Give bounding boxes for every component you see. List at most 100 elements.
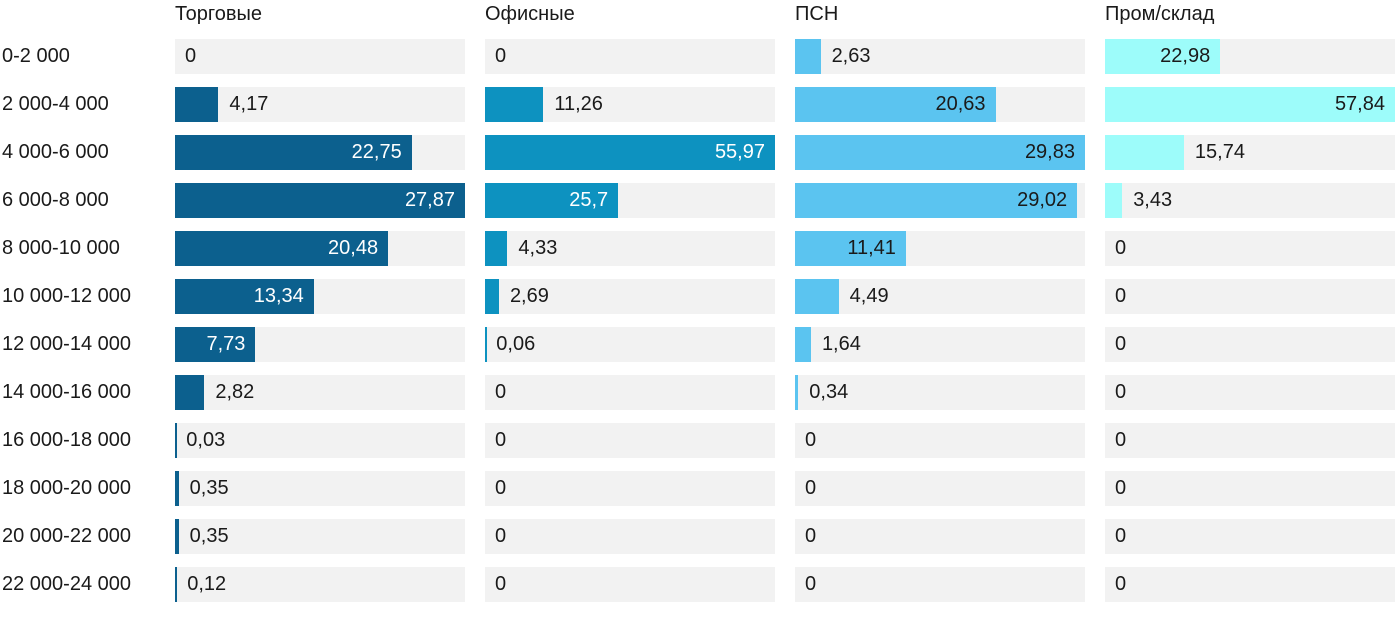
bar-track: 0: [795, 471, 1085, 506]
bar-track: 4,49: [795, 279, 1085, 314]
bar: [795, 327, 811, 362]
row-label: 8 000-10 000: [2, 237, 120, 259]
bar: [485, 183, 619, 218]
bar-value-label: 0: [1115, 573, 1127, 595]
bar-value-label: 0: [495, 525, 507, 547]
bar-value-label: 55,97: [714, 141, 765, 163]
bar: [485, 231, 508, 266]
bar-value-label: 29,02: [1017, 189, 1068, 211]
bar-track: 25,7: [485, 183, 775, 218]
row-label: 20 000-22 000: [2, 525, 132, 547]
bar-track: 1,64: [795, 327, 1085, 362]
bar-value-label: 0: [1115, 525, 1127, 547]
bar-value-label: 4,17: [229, 93, 269, 115]
bar-value-label: 0: [1115, 477, 1127, 499]
bar-track: 27,87: [175, 183, 465, 218]
bar-track: 0,06: [485, 327, 775, 362]
bar-value-label: 27,87: [404, 189, 455, 211]
bar-value-label: 0: [805, 477, 817, 499]
bar-value-label: 2,69: [509, 285, 549, 307]
bar-value-label: 20,63: [935, 93, 986, 115]
row-label: 0-2 000: [2, 45, 70, 67]
bar-value-label: 4,33: [518, 237, 558, 259]
bar-track: 0,34: [795, 375, 1085, 410]
bar-track: 0,35: [175, 471, 465, 506]
bar: [795, 183, 1078, 218]
bar-track: 0: [795, 567, 1085, 602]
bar-track: 0: [1105, 279, 1395, 314]
bar-value-label: 0: [495, 45, 507, 67]
bar-value-label: 20,48: [328, 237, 379, 259]
bar-track: 2,82: [175, 375, 465, 410]
row-label: 4 000-6 000: [2, 141, 109, 163]
bar-track: 0: [1105, 375, 1395, 410]
bar-value-label: 2,63: [831, 45, 871, 67]
bar-track: 0,03: [175, 423, 465, 458]
bar-track: 0: [485, 471, 775, 506]
bar-track: 11,26: [485, 87, 775, 122]
bar: [795, 279, 839, 314]
row-label: 16 000-18 000: [2, 429, 132, 451]
bar-track: 13,34: [175, 279, 465, 314]
bar: [175, 375, 205, 410]
bar-track: 4,17: [175, 87, 465, 122]
bar-value-label: 13,34: [253, 285, 304, 307]
bar-value-label: 0: [1115, 381, 1127, 403]
bar-track: 0: [795, 519, 1085, 554]
bar: [485, 279, 499, 314]
bar-track: 0: [485, 375, 775, 410]
bar-track: 2,63: [795, 39, 1085, 74]
bar: [485, 135, 775, 170]
bar-track: 22,75: [175, 135, 465, 170]
bar-track: 20,48: [175, 231, 465, 266]
row-label: 10 000-12 000: [2, 285, 132, 307]
bar: [1105, 87, 1395, 122]
bar: [175, 279, 314, 314]
bar: [795, 39, 821, 74]
bar-value-label: 0: [495, 429, 507, 451]
series-header-1: Торговые: [175, 3, 263, 25]
bar: [485, 327, 487, 362]
bar-value-label: 0: [805, 573, 817, 595]
bar: [175, 519, 179, 554]
bar-value-label: 0: [495, 477, 507, 499]
bar-value-label: 11,41: [847, 237, 896, 259]
bar-track: 0: [1105, 231, 1395, 266]
bar: [175, 423, 177, 458]
bar-value-label: 25,7: [569, 189, 609, 211]
bar-track: 0: [795, 423, 1085, 458]
bar-track: 0: [1105, 471, 1395, 506]
bar-value-label: 22,98: [1160, 45, 1211, 67]
bar: [1105, 39, 1221, 74]
bar-value-label: 0: [495, 381, 507, 403]
bar-value-label: 0: [805, 525, 817, 547]
bar-value-label: 0,12: [187, 573, 227, 595]
bar-track: 0: [485, 519, 775, 554]
bar-track: 0,12: [175, 567, 465, 602]
bar: [175, 135, 412, 170]
bar-track: 2,69: [485, 279, 775, 314]
bar-track: 7,73: [175, 327, 465, 362]
bar-value-label: 1,64: [821, 333, 861, 355]
bar-track: 0: [175, 39, 465, 74]
bar-value-label: 11,26: [554, 93, 603, 115]
bar: [1105, 183, 1123, 218]
bar-track: 15,74: [1105, 135, 1395, 170]
bar-track: 29,83: [795, 135, 1085, 170]
bar-track: 0: [485, 567, 775, 602]
bar-track: 0: [1105, 327, 1395, 362]
series-header-4: Пром/склад: [1105, 3, 1215, 25]
bar: [175, 471, 179, 506]
bar-value-label: 0,35: [189, 477, 229, 499]
bar-track: 20,63: [795, 87, 1085, 122]
bar: [175, 87, 219, 122]
bar-track: 29,02: [795, 183, 1085, 218]
series-header-3: ПСН: [795, 3, 839, 25]
bar-value-label: 4,49: [849, 285, 889, 307]
row-label: 2 000-4 000: [2, 93, 109, 115]
corner-spacer: [2, 3, 155, 26]
bar-track: 0: [1105, 567, 1395, 602]
bar-value-label: 0,34: [809, 381, 849, 403]
bar-track: 3,43: [1105, 183, 1395, 218]
